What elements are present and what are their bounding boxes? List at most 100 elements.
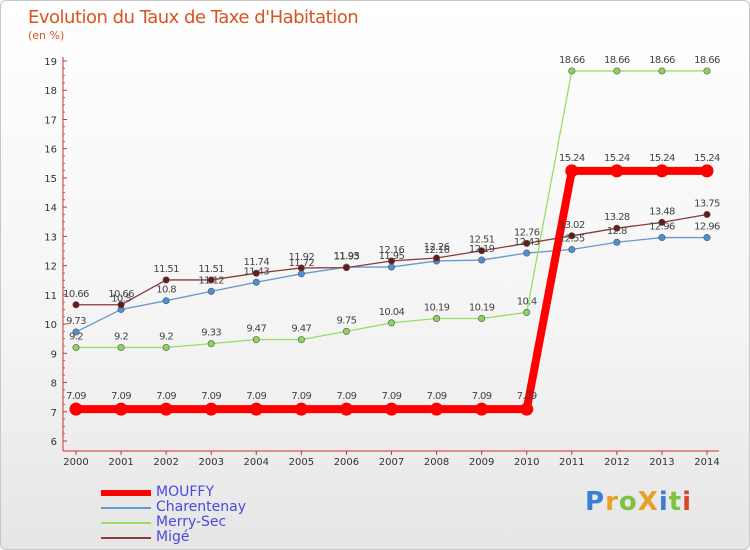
data-point-merry-sec	[252, 336, 260, 344]
data-point-charentenay	[478, 256, 486, 264]
data-label-mouffy: 7.09	[66, 391, 86, 402]
data-label-mouffy: 7.09	[382, 391, 402, 402]
data-label-charentenay: 12.96	[649, 222, 675, 233]
x-tick-label: 2009	[469, 457, 494, 468]
data-point-charentenay	[162, 297, 170, 305]
data-point-merry-sec	[162, 343, 170, 351]
data-point-charentenay	[207, 287, 215, 295]
y-tick-label: 8	[51, 379, 57, 390]
y-tick-label: 15	[44, 174, 57, 185]
data-point-mig-	[297, 264, 305, 272]
data-label-charentenay: 9.73	[66, 316, 86, 327]
data-label-mig-: 12.16	[379, 245, 405, 256]
logo-letter: P	[585, 487, 606, 517]
x-tick-label: 2005	[289, 457, 314, 468]
data-label-mig-: 13.75	[694, 198, 720, 209]
data-label-mouffy: 7.09	[246, 391, 266, 402]
data-label-mouffy: 15.24	[694, 153, 720, 164]
proxiti-logo: ProXiti	[585, 487, 692, 517]
legend-label: Charentenay	[156, 499, 247, 515]
data-point-mig-	[703, 210, 711, 218]
data-point-mouffy	[520, 402, 534, 416]
data-label-merry-sec: 18.66	[559, 55, 585, 66]
x-tick-label: 2012	[604, 457, 629, 468]
data-point-mig-	[478, 247, 486, 255]
data-point-merry-sec	[478, 315, 486, 323]
data-label-merry-sec: 18.66	[649, 55, 675, 66]
data-label-mouffy: 15.24	[649, 153, 675, 164]
data-point-mouffy	[294, 402, 308, 416]
x-tick-label: 2003	[198, 457, 223, 468]
x-tick-label: 2013	[649, 457, 674, 468]
y-tick-label: 14	[44, 203, 57, 214]
x-tick-label: 2008	[424, 457, 449, 468]
data-point-merry-sec	[433, 315, 441, 323]
data-label-mig-: 11.93	[334, 252, 360, 263]
data-point-merry-sec	[613, 67, 621, 75]
logo-letter: o	[618, 487, 638, 517]
data-point-mouffy	[114, 402, 128, 416]
legend-label: Merry-Sec	[156, 514, 227, 530]
data-label-mouffy: 7.09	[517, 391, 537, 402]
data-point-mouffy	[249, 402, 263, 416]
x-tick-label: 2000	[63, 457, 88, 468]
data-point-mig-	[387, 257, 395, 265]
y-tick-label: 12	[44, 262, 57, 273]
data-label-charentenay: 10.8	[156, 285, 176, 296]
data-point-mouffy	[385, 402, 398, 416]
data-label-mig-: 12.76	[514, 227, 540, 238]
x-tick-label: 2011	[559, 457, 584, 468]
data-label-mig-: 10.66	[63, 289, 89, 300]
data-label-charentenay: 10.5	[111, 293, 131, 304]
legend-swatch	[101, 537, 151, 539]
logo-letter: t	[668, 487, 683, 517]
data-label-mouffy: 7.09	[427, 391, 447, 402]
y-tick-label: 7	[51, 408, 57, 419]
data-label-charentenay: 11.95	[379, 251, 405, 262]
data-label-charentenay: 12.43	[514, 237, 540, 248]
data-point-charentenay	[658, 234, 666, 242]
data-label-mouffy: 15.24	[604, 153, 630, 164]
data-label-mouffy: 7.09	[111, 391, 131, 402]
data-label-mig-: 13.28	[604, 212, 630, 223]
data-label-mig-: 12.51	[469, 235, 495, 246]
logo-letter: X	[637, 487, 659, 517]
y-tick-label: 9	[51, 349, 57, 360]
data-point-merry-sec	[207, 340, 215, 348]
data-point-charentenay	[72, 328, 80, 336]
data-point-merry-sec	[523, 308, 531, 316]
line-chart: 6 7 8 9 10 11 12 13 14 15 16 17 18 19 2000 2001 2002 2003…	[44, 55, 720, 468]
data-label-mig-: 13.02	[559, 220, 585, 231]
data-point-merry-sec	[703, 67, 711, 75]
data-label-merry-sec: 10.04	[379, 307, 405, 318]
data-label-mig-: 11.51	[198, 264, 224, 275]
data-point-mig-	[162, 276, 170, 284]
data-point-mouffy	[565, 164, 579, 178]
legend-swatch	[101, 507, 151, 509]
legend-swatch	[101, 522, 151, 524]
data-label-merry-sec: 18.66	[694, 55, 720, 66]
data-point-mig-	[72, 301, 80, 309]
data-point-mouffy	[610, 164, 624, 178]
data-point-charentenay	[387, 263, 395, 271]
data-point-charentenay	[568, 246, 576, 254]
x-tick-label: 2006	[334, 457, 359, 468]
x-tick-label: 2001	[108, 457, 133, 468]
data-label-merry-sec: 9.75	[336, 315, 356, 326]
data-label-mouffy: 15.24	[559, 153, 585, 164]
y-tick-label: 19	[44, 57, 57, 68]
x-tick-label: 2007	[379, 457, 404, 468]
data-label-mig-: 12.26	[424, 242, 450, 253]
data-label-mig-: 11.74	[243, 257, 269, 268]
data-point-mouffy	[700, 164, 714, 178]
unit-label: (en %)	[28, 29, 65, 42]
data-point-mouffy	[475, 402, 489, 416]
y-tick-label: 10	[44, 320, 57, 331]
x-tick-label: 2002	[153, 457, 178, 468]
legend-swatch	[101, 490, 151, 496]
data-label-charentenay: 11.43	[243, 266, 269, 277]
data-point-mig-	[207, 276, 215, 284]
data-point-mig-	[433, 254, 441, 262]
data-label-mouffy: 7.09	[472, 391, 492, 402]
